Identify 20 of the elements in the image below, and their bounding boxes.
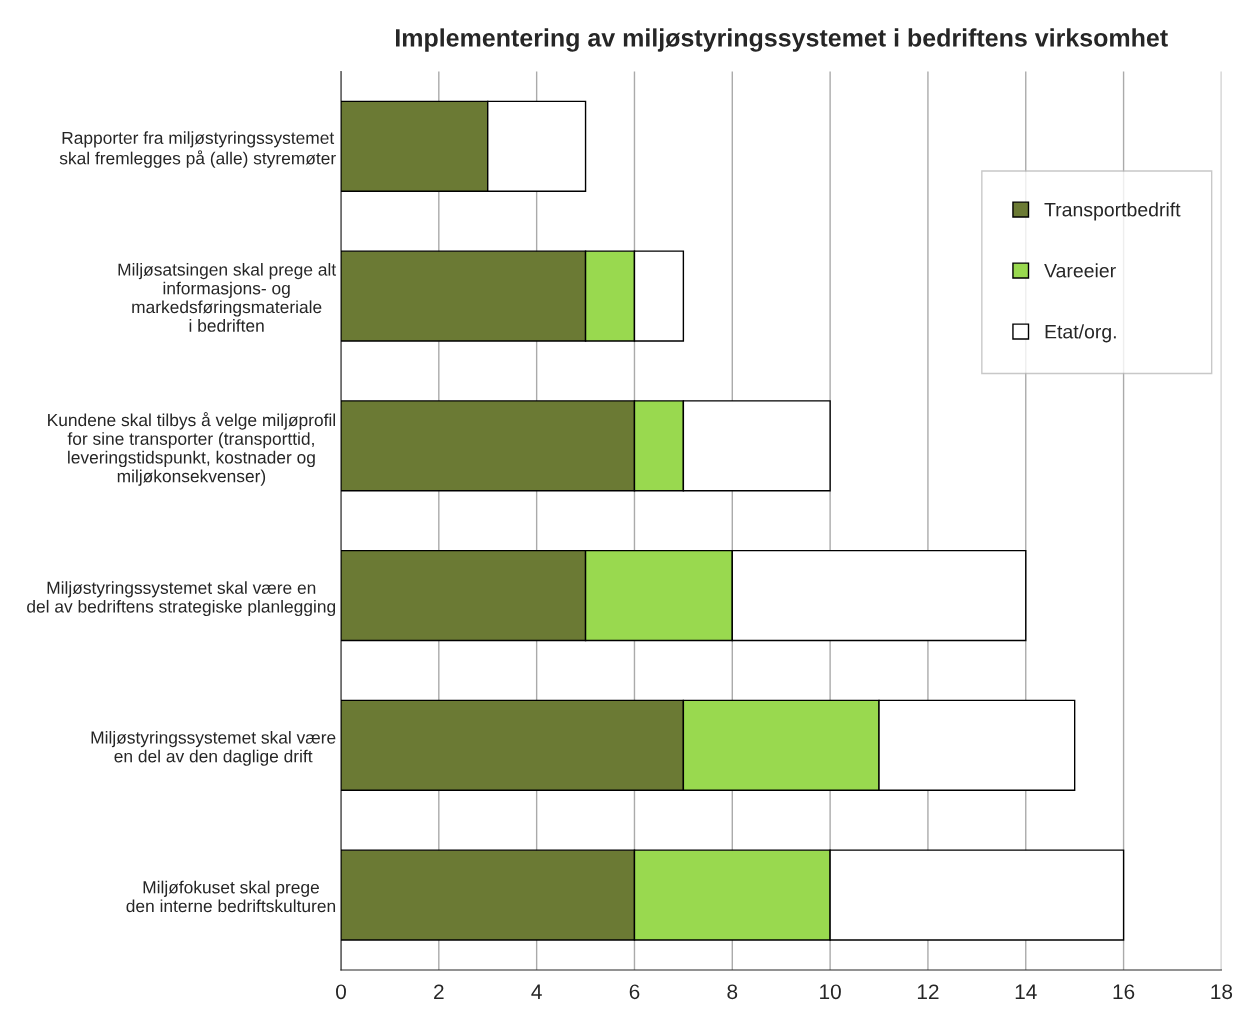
x-tick-label: 0 xyxy=(336,984,346,1000)
x-tick-label: 12 xyxy=(917,984,939,999)
y-tick-label: Miljøstyringssystemet skal være en del av bedriftens strategiske planlegging xyxy=(27,581,336,617)
legend-label: Vareeier xyxy=(1044,263,1116,278)
x-tick-label: 4 xyxy=(531,984,542,999)
legend-label: Etat/org. xyxy=(1045,324,1116,343)
x-tick-label: 6 xyxy=(629,984,640,1000)
chart-title: Implementering av miljøstyringssystemet i bedriftens virksomhet xyxy=(395,28,1168,52)
x-tick-label: 8 xyxy=(727,984,738,1000)
x-tick-label: 10 xyxy=(820,984,841,1000)
legend-label: Transportbedrift xyxy=(1044,202,1181,221)
y-tick-label: Kundene skal tilbys å velge miljøprofil for sine transporter (transporttid, leveringstidspunkt, kostnader og miljøkonsekvenser) xyxy=(48,412,335,486)
x-tick-label: 18 xyxy=(1211,984,1233,1000)
x-tick-label: 16 xyxy=(1113,984,1135,1000)
y-tick-label: Rapporter fra miljøstyringssystemet skal fremlegges på (alle) styremøter xyxy=(59,131,336,168)
y-tick-label: Miljøsatsingen skal prege alt informasjons- og markedsføringsmateriale i bedriften xyxy=(118,263,337,332)
y-tick-label: Miljøfokuset skal prege den interne bedriftskulturen xyxy=(126,880,336,913)
y-tick-label: Miljøstyringssystemet skal være en del av den daglige drift xyxy=(91,730,336,766)
x-tick-label: 2 xyxy=(434,984,444,999)
x-tick-label: 14 xyxy=(1015,984,1037,999)
